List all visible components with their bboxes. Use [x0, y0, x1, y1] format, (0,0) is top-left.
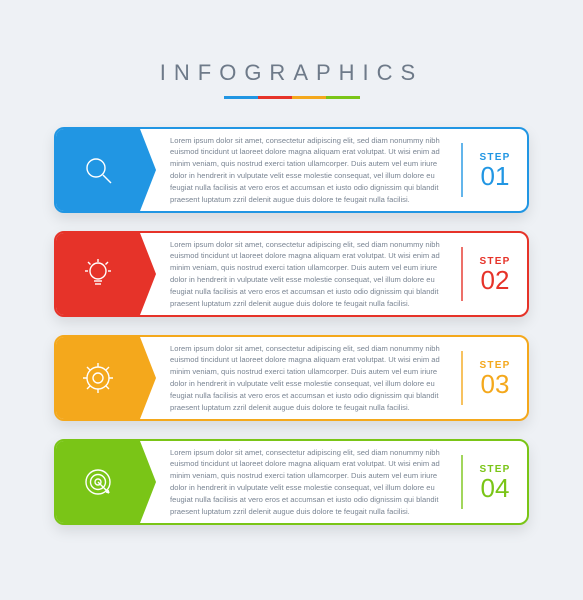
underline-seg-2	[258, 96, 292, 99]
step-body: Lorem ipsum dolor sit amet, consectetur …	[140, 233, 461, 315]
step-body: Lorem ipsum dolor sit amet, consectetur …	[140, 441, 461, 523]
target-icon-box	[56, 441, 140, 523]
step-row-02: Lorem ipsum dolor sit amet, consectetur …	[54, 231, 529, 317]
step-number: 04	[481, 475, 510, 501]
title-underline	[0, 96, 583, 99]
lightbulb-icon-box	[56, 233, 140, 315]
step-number-box: STEP01	[463, 129, 527, 211]
step-row-01: Lorem ipsum dolor sit amet, consectetur …	[54, 127, 529, 213]
step-number-box: STEP03	[463, 337, 527, 419]
underline-seg-4	[326, 96, 360, 99]
magnifier-icon-box	[56, 129, 140, 211]
step-body: Lorem ipsum dolor sit amet, consectetur …	[140, 337, 461, 419]
step-number: 03	[481, 371, 510, 397]
step-number-box: STEP02	[463, 233, 527, 315]
step-number-box: STEP04	[463, 441, 527, 523]
magnifier-icon	[81, 153, 115, 187]
step-row-03: Lorem ipsum dolor sit amet, consectetur …	[54, 335, 529, 421]
lightbulb-icon	[81, 257, 115, 291]
step-separator	[461, 351, 463, 405]
underline-seg-3	[292, 96, 326, 99]
steps-container: Lorem ipsum dolor sit amet, consectetur …	[0, 127, 583, 525]
step-row-04: Lorem ipsum dolor sit amet, consectetur …	[54, 439, 529, 525]
page-title: INFOGRAPHICS	[0, 60, 583, 86]
step-number: 01	[481, 163, 510, 189]
step-separator	[461, 455, 463, 509]
step-body: Lorem ipsum dolor sit amet, consectetur …	[140, 129, 461, 211]
step-separator	[461, 247, 463, 301]
gear-icon	[81, 361, 115, 395]
target-icon	[81, 465, 115, 499]
underline-seg-1	[224, 96, 258, 99]
step-separator	[461, 143, 463, 197]
step-number: 02	[481, 267, 510, 293]
gear-icon-box	[56, 337, 140, 419]
